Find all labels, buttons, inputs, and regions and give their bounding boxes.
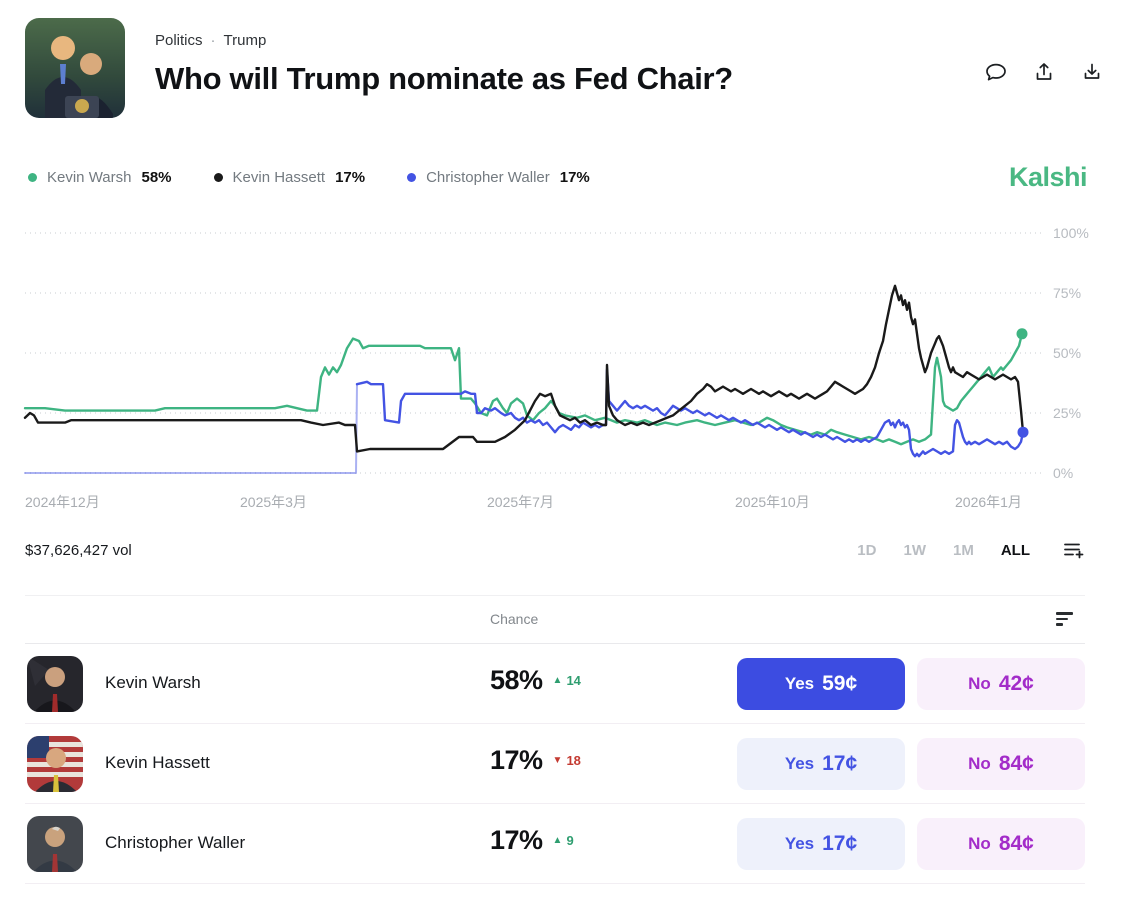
table-header: Chance <box>25 595 1085 644</box>
no-price: 84¢ <box>998 752 1034 775</box>
chart-toolbar: $37,626,427 vol 1D 1W 1M ALL <box>25 540 1085 560</box>
x-axis-tick: 2025年3月 <box>240 494 307 510</box>
share-button[interactable] <box>1032 60 1056 84</box>
chart-legend: Kevin Warsh 58% Kevin Hassett 17% Christ… <box>28 169 590 186</box>
kalshi-logo: Kalshi <box>1008 162 1088 192</box>
chance-delta: ▲ 14 <box>553 673 581 688</box>
yes-button[interactable]: Yes 17¢ <box>737 818 905 870</box>
x-axis-tick: 2024年12月 <box>25 494 100 510</box>
waller-series-dot-icon <box>407 173 417 182</box>
range-1w-button[interactable]: 1W <box>903 541 926 559</box>
comment-icon <box>986 63 1006 81</box>
legend-value: 17% <box>335 169 366 186</box>
yes-label: Yes <box>784 674 815 693</box>
delta-arrow-icon: ▼ <box>552 755 563 766</box>
no-price: 42¢ <box>998 672 1034 695</box>
table-row: Kevin Hassett 17% ▼ 18 Yes 17¢ No 84¢ <box>25 724 1085 804</box>
avatar <box>27 816 83 872</box>
avatar <box>27 736 83 792</box>
x-axis-tick: 2025年10月 <box>735 494 810 510</box>
y-axis-tick: 100% <box>1053 225 1089 241</box>
download-button[interactable] <box>1080 60 1104 84</box>
compare-add-button[interactable] <box>1063 540 1085 560</box>
range-all-button[interactable]: ALL <box>1000 541 1030 559</box>
breadcrumb-category[interactable]: Politics <box>155 32 203 49</box>
legend-label: Kevin Hassett <box>232 169 326 186</box>
header-actions <box>984 18 1104 118</box>
range-1m-button[interactable]: 1M <box>952 541 974 559</box>
yes-price: 17¢ <box>822 752 858 775</box>
avatar <box>27 656 83 712</box>
yes-label: Yes <box>784 754 815 773</box>
x-axis-tick: 2026年1月 <box>955 494 1022 510</box>
chance-cell: 17% ▲ 9 <box>490 825 574 856</box>
playlist-add-icon <box>1064 543 1084 559</box>
yes-button[interactable]: Yes 59¢ <box>737 658 905 710</box>
price-chart <box>23 232 1045 474</box>
chance-value: 58% <box>490 665 543 695</box>
warsh-series-dot-icon <box>28 173 37 182</box>
table-row: Kevin Warsh 58% ▲ 14 Yes 59¢ No 42¢ <box>25 644 1085 724</box>
no-price: 84¢ <box>998 832 1034 855</box>
range-1d-button[interactable]: 1D <box>857 541 877 559</box>
legend-item-warsh[interactable]: Kevin Warsh 58% <box>28 169 172 186</box>
market-header: Politics · Trump Who will Trump nominate… <box>25 18 1104 118</box>
no-button[interactable]: No 42¢ <box>917 658 1085 710</box>
market-thumbnail <box>25 18 125 118</box>
chance-column-header: Chance <box>490 611 539 627</box>
legend-item-waller[interactable]: Christopher Waller 17% <box>407 169 590 186</box>
y-axis-tick: 75% <box>1053 285 1082 301</box>
no-button[interactable]: No 84¢ <box>917 818 1085 870</box>
chance-delta: ▲ 9 <box>553 833 574 848</box>
no-button[interactable]: No 84¢ <box>917 738 1085 790</box>
header-text: Politics · Trump Who will Trump nominate… <box>155 18 733 118</box>
comment-button[interactable] <box>984 60 1008 84</box>
page-title: Who will Trump nominate as Fed Chair? <box>155 61 733 96</box>
y-axis-tick: 50% <box>1053 345 1082 361</box>
yes-price: 17¢ <box>822 832 858 855</box>
chance-cell: 58% ▲ 14 <box>490 665 581 696</box>
delta-value: 9 <box>566 833 574 848</box>
chance-value: 17% <box>490 825 543 855</box>
delta-value: 14 <box>566 673 581 688</box>
sort-button[interactable] <box>1052 608 1077 630</box>
hassett-series-dot-icon <box>213 173 223 182</box>
yes-label: Yes <box>784 834 815 853</box>
delta-value: 18 <box>566 753 581 768</box>
breadcrumb: Politics · Trump <box>155 32 733 49</box>
breadcrumb-separator: · <box>210 32 216 49</box>
chance-cell: 17% ▼ 18 <box>490 745 581 776</box>
outcomes-list: Kevin Warsh 58% ▲ 14 Yes 59¢ No 42¢ <box>25 644 1085 884</box>
breadcrumb-subcategory[interactable]: Trump <box>223 32 267 49</box>
chance-delta: ▼ 18 <box>553 753 581 768</box>
no-label: No <box>968 674 991 693</box>
yes-button[interactable]: Yes 17¢ <box>737 738 905 790</box>
delta-arrow-icon: ▲ <box>552 675 563 686</box>
x-axis-tick: 2025年7月 <box>487 494 554 510</box>
download-icon <box>1084 63 1100 79</box>
outcome-name: Kevin Hassett <box>105 753 210 772</box>
yes-price: 59¢ <box>822 672 858 695</box>
range-selector: 1D 1W 1M ALL <box>857 540 1085 560</box>
legend-label: Kevin Warsh <box>47 169 132 186</box>
no-label: No <box>968 754 991 773</box>
share-icon <box>1036 63 1052 80</box>
chance-value: 17% <box>490 745 543 775</box>
legend-value: 17% <box>559 169 590 186</box>
price-chart-area[interactable]: 100% 75% 50% 25% 0% 2024年12月 2025年3月 2025年7月 20… <box>23 225 1120 518</box>
delta-arrow-icon: ▲ <box>552 835 563 846</box>
outcome-name: Christopher Waller <box>105 833 246 852</box>
market-thumbnail-image <box>25 18 125 118</box>
legend-label: Christopher Waller <box>426 169 550 186</box>
volume-label: $37,626,427 vol <box>25 541 132 559</box>
sort-descending-icon <box>1056 612 1073 626</box>
y-axis-tick: 25% <box>1053 405 1082 421</box>
legend-value: 58% <box>141 169 172 186</box>
table-row: Christopher Waller 17% ▲ 9 Yes 17¢ No 84… <box>25 804 1085 884</box>
no-label: No <box>968 834 991 853</box>
legend-item-hassett[interactable]: Kevin Hassett 17% <box>213 169 366 186</box>
y-axis-tick: 0% <box>1053 465 1074 481</box>
outcome-name: Kevin Warsh <box>105 673 201 692</box>
